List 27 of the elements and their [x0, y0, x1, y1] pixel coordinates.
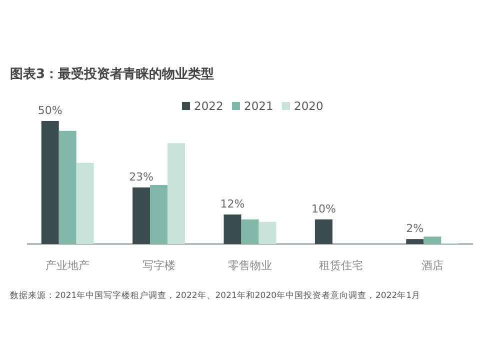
chart-title: 图表3：最受投资者青睐的物业类型 [10, 66, 214, 82]
bar [424, 236, 442, 244]
x-tick-label: 产业地产 [46, 259, 90, 272]
bar [241, 219, 259, 244]
data-label: 23% [129, 170, 154, 184]
legend-label: 2021 [244, 99, 274, 113]
bar [132, 187, 150, 244]
source-note: 数据来源：2021年中国写字楼租户调查，2022年、2021年和2020年中国投资者意向调查，2022年1月 [10, 290, 421, 301]
bar [41, 121, 59, 244]
bar [168, 143, 186, 244]
data-label: 2% [406, 222, 424, 236]
data-label: 50% [38, 104, 62, 117]
x-tick-label: 零售物业 [228, 259, 272, 272]
bar [58, 130, 76, 244]
bar [76, 162, 94, 244]
bar [150, 184, 168, 244]
data-label: 10% [311, 202, 336, 216]
x-tick-label: 租赁住宅 [319, 259, 364, 272]
bar [224, 214, 242, 244]
x-tick-label: 写字楼 [142, 259, 176, 272]
bar [406, 239, 424, 244]
legend-label: 2020 [294, 99, 324, 113]
legend-label: 2022 [194, 99, 224, 113]
data-label: 12% [220, 197, 245, 210]
x-tick-label: 酒店 [421, 259, 444, 272]
bar [314, 219, 332, 244]
bar [258, 222, 276, 244]
